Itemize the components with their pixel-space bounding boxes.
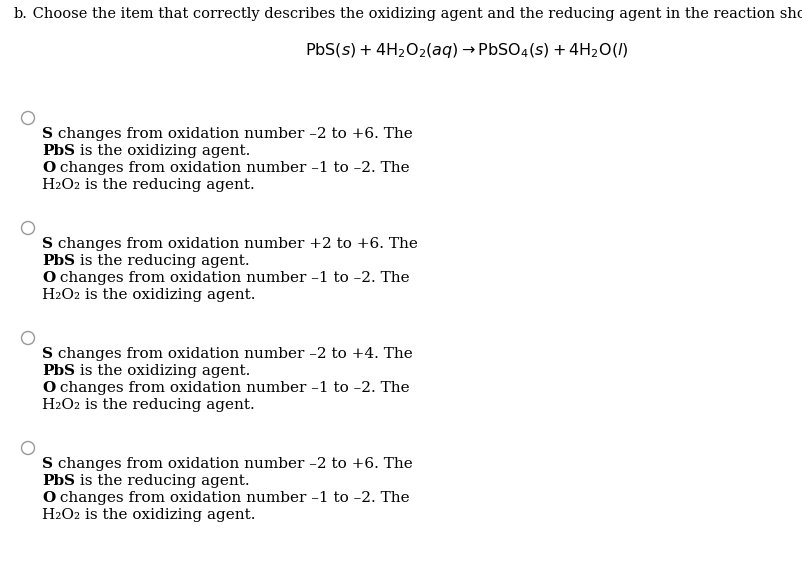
Text: Pb: Pb — [42, 144, 64, 158]
Text: changes from oxidation number –2 to +4. The: changes from oxidation number –2 to +4. … — [53, 347, 413, 361]
Text: Choose the item that correctly describes the oxidizing agent and the reducing ag: Choose the item that correctly describes… — [28, 7, 802, 21]
Text: is the reducing agent.: is the reducing agent. — [75, 254, 249, 268]
Text: H₂O₂ is the oxidizing agent.: H₂O₂ is the oxidizing agent. — [42, 508, 256, 522]
Text: is the oxidizing agent.: is the oxidizing agent. — [75, 364, 250, 378]
Text: b.: b. — [14, 7, 28, 21]
Text: Pb: Pb — [42, 254, 64, 268]
Text: O: O — [42, 381, 55, 395]
Text: S: S — [64, 474, 75, 488]
Text: changes from oxidation number –2 to +6. The: changes from oxidation number –2 to +6. … — [53, 457, 413, 471]
Text: $\mathrm{PbS}(s) + 4\mathrm{H_2O_2}(aq) \rightarrow \mathrm{PbSO_4}(s) + 4\mathr: $\mathrm{PbS}(s) + 4\mathrm{H_2O_2}(aq) … — [305, 41, 629, 60]
Text: S: S — [42, 237, 53, 251]
Text: O: O — [42, 491, 55, 505]
Text: S: S — [42, 457, 53, 471]
Text: Pb: Pb — [42, 474, 64, 488]
Text: H₂O₂ is the reducing agent.: H₂O₂ is the reducing agent. — [42, 178, 255, 192]
Text: S: S — [64, 254, 75, 268]
Text: changes from oxidation number –1 to –2. The: changes from oxidation number –1 to –2. … — [55, 271, 410, 285]
Text: S: S — [64, 144, 75, 158]
Text: changes from oxidation number –2 to +6. The: changes from oxidation number –2 to +6. … — [53, 127, 413, 141]
Text: S: S — [42, 347, 53, 361]
Text: O: O — [42, 271, 55, 285]
Text: H₂O₂ is the oxidizing agent.: H₂O₂ is the oxidizing agent. — [42, 288, 256, 302]
Text: Pb: Pb — [42, 364, 64, 378]
Text: changes from oxidation number +2 to +6. The: changes from oxidation number +2 to +6. … — [53, 237, 418, 251]
Text: changes from oxidation number –1 to –2. The: changes from oxidation number –1 to –2. … — [55, 161, 410, 175]
Text: S: S — [64, 364, 75, 378]
Text: changes from oxidation number –1 to –2. The: changes from oxidation number –1 to –2. … — [55, 491, 410, 505]
Text: is the oxidizing agent.: is the oxidizing agent. — [75, 144, 250, 158]
Text: H₂O₂ is the reducing agent.: H₂O₂ is the reducing agent. — [42, 398, 255, 412]
Text: O: O — [42, 161, 55, 175]
Text: is the reducing agent.: is the reducing agent. — [75, 474, 249, 488]
Text: S: S — [42, 127, 53, 141]
Text: changes from oxidation number –1 to –2. The: changes from oxidation number –1 to –2. … — [55, 381, 410, 395]
